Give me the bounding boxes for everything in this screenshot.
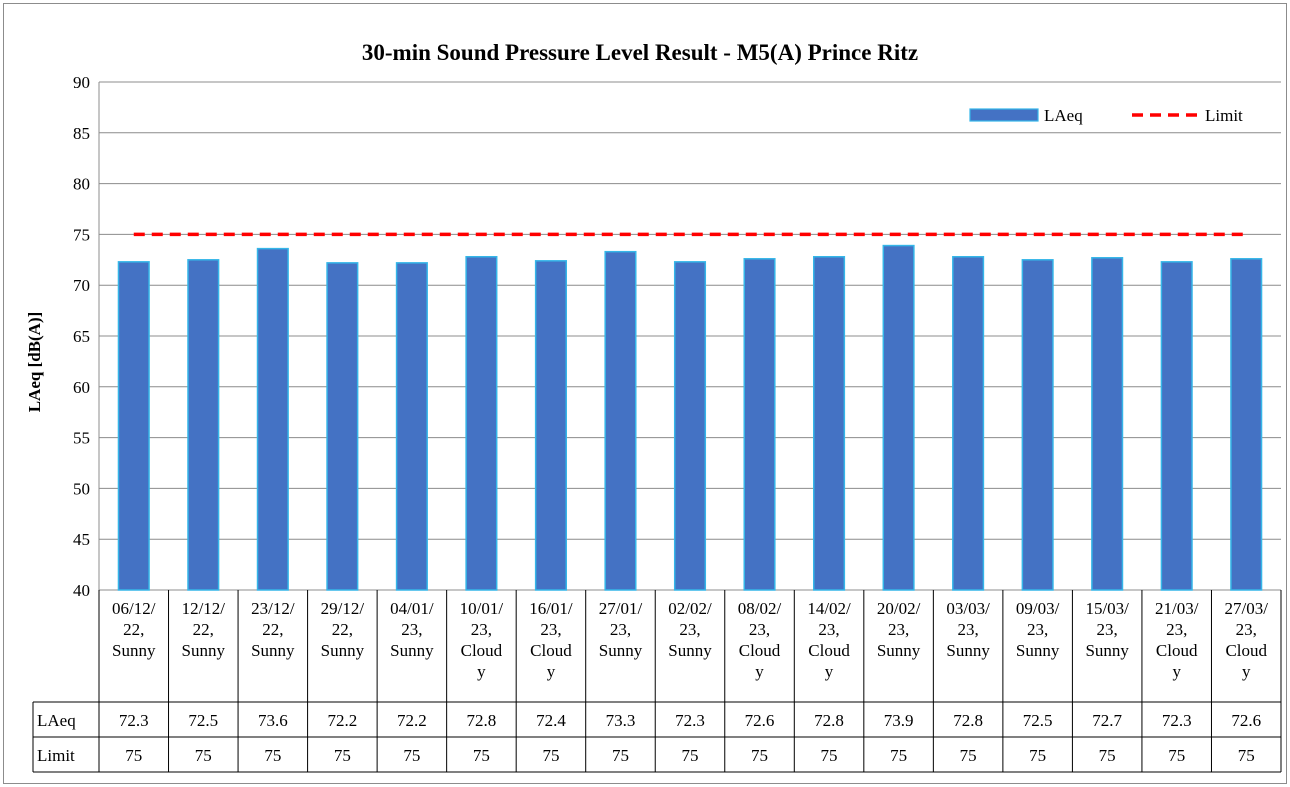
y-tick-label: 80 xyxy=(73,175,90,194)
y-axis-label: LAeq [dB(A)] xyxy=(25,312,44,413)
bar xyxy=(882,244,915,591)
bar xyxy=(673,261,707,591)
x-category-label: 15/03/23, Sunny xyxy=(1085,599,1129,660)
x-category-label: 06/12/22, Sunny xyxy=(112,599,156,660)
x-category-label: 02/02/23, Sunny xyxy=(668,599,712,660)
data-label: 75 xyxy=(960,746,977,765)
x-category-label: 12/12/22, Sunny xyxy=(182,599,226,660)
data-label: 75 xyxy=(264,746,281,765)
x-category-label: 16/01/23, Cloud y xyxy=(529,599,573,681)
x-category-label: 09/03/23, Sunny xyxy=(1016,599,1060,660)
data-label: 75 xyxy=(473,746,490,765)
data-label: 75 xyxy=(334,746,351,765)
y-tick-label: 40 xyxy=(73,581,90,600)
y-tick-label: 90 xyxy=(73,73,90,92)
data-label: 75 xyxy=(403,746,420,765)
data-label: 72.2 xyxy=(397,711,427,730)
y-tick-label: 85 xyxy=(73,124,90,143)
data-label: 75 xyxy=(195,746,212,765)
data-label: 75 xyxy=(125,746,142,765)
data-label: 72.5 xyxy=(1023,711,1053,730)
bar xyxy=(395,262,428,591)
bar xyxy=(117,261,150,591)
chart-frame: 30-min Sound Pressure Level Result - M5(… xyxy=(3,3,1287,784)
bars xyxy=(117,244,1263,591)
data-label: 75 xyxy=(1238,746,1255,765)
bar xyxy=(534,260,567,591)
data-label: 72.6 xyxy=(745,711,775,730)
bar xyxy=(1230,258,1263,591)
data-label: 75 xyxy=(1029,746,1046,765)
data-label: 73.3 xyxy=(606,711,636,730)
y-tick-label: 60 xyxy=(73,378,90,397)
data-label: 75 xyxy=(821,746,838,765)
x-category-label: 27/03/23, Cloud y xyxy=(1225,599,1269,681)
data-label: 72.3 xyxy=(119,711,149,730)
x-category-label: 20/02/23, Sunny xyxy=(877,599,921,660)
table-row-header: LAeq xyxy=(37,711,76,730)
y-tick-label: 65 xyxy=(73,327,90,346)
data-label: 75 xyxy=(1168,746,1185,765)
y-tick-label: 70 xyxy=(73,276,90,295)
chart-title: 30-min Sound Pressure Level Result - M5(… xyxy=(362,40,918,65)
x-category-label: 23/12/22, Sunny xyxy=(251,599,295,660)
x-category-label: 14/02/23, Cloud y xyxy=(807,599,851,681)
data-label: 75 xyxy=(612,746,629,765)
y-tick-labels: 40 45 50 55 60 65 70 75 80 85 90 xyxy=(73,73,90,600)
legend: LAeq Limit xyxy=(969,106,1243,125)
data-label: 72.8 xyxy=(814,711,844,730)
bar xyxy=(1091,257,1124,591)
data-label: 75 xyxy=(682,746,699,765)
data-label: 72.4 xyxy=(536,711,566,730)
data-label: 73.9 xyxy=(884,711,914,730)
bar xyxy=(743,258,776,591)
bar xyxy=(326,262,359,591)
x-category-label: 03/03/23, Sunny xyxy=(946,599,990,660)
table-row-header: Limit xyxy=(37,746,75,765)
data-label: 72.8 xyxy=(953,711,983,730)
data-table: 06/12/22, Sunny 12/12/22, Sunny 23/12/22, Sun… xyxy=(32,590,1282,773)
legend-swatch-laeq xyxy=(969,108,1039,122)
legend-label-laeq: LAeq xyxy=(1044,106,1083,125)
bar xyxy=(1021,259,1054,591)
legend-label-limit: Limit xyxy=(1205,106,1243,125)
bar xyxy=(952,256,985,591)
data-label: 75 xyxy=(1099,746,1116,765)
x-category-label: 04/01/23, Sunny xyxy=(390,599,434,660)
chart: 30-min Sound Pressure Level Result - M5(… xyxy=(25,40,1282,773)
data-label: 75 xyxy=(890,746,907,765)
data-label: 72.6 xyxy=(1231,711,1261,730)
bar xyxy=(187,259,220,591)
bar xyxy=(813,256,846,591)
data-label: 72.3 xyxy=(1162,711,1192,730)
x-category-label: 29/12/22, Sunny xyxy=(321,599,365,660)
data-label: 72.5 xyxy=(188,711,218,730)
data-label: 72.7 xyxy=(1092,711,1122,730)
y-tick-label: 45 xyxy=(73,530,90,549)
x-category-label: 08/02/23, Cloud y xyxy=(738,599,782,681)
y-tick-label: 55 xyxy=(73,429,90,448)
data-label: 75 xyxy=(542,746,559,765)
bar xyxy=(256,247,289,591)
data-label: 75 xyxy=(751,746,768,765)
x-category-label: 10/01/23, Cloud y xyxy=(460,599,504,681)
x-category-label: 27/01/23, Sunny xyxy=(599,599,643,660)
y-tick-label: 75 xyxy=(73,225,90,244)
y-tick-label: 50 xyxy=(73,479,90,498)
data-label: 73.6 xyxy=(258,711,288,730)
data-label: 72.3 xyxy=(675,711,705,730)
data-label: 72.2 xyxy=(327,711,357,730)
bar xyxy=(604,250,637,591)
x-category-label: 21/03/23, Cloud y xyxy=(1155,599,1199,681)
data-label: 72.8 xyxy=(467,711,497,730)
bar xyxy=(465,256,498,591)
bar xyxy=(1160,261,1193,591)
